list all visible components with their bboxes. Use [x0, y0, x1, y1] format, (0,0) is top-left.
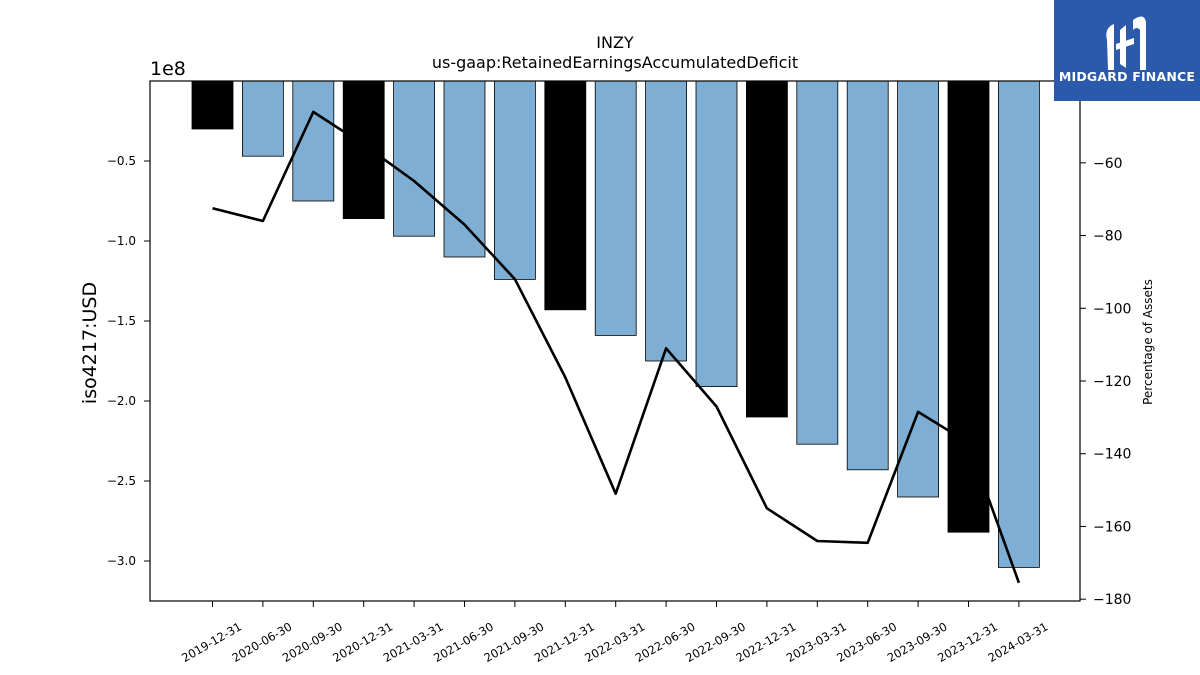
logo-mark-icon	[1106, 16, 1146, 71]
logo: MIDGARD FINANCE	[1054, 0, 1200, 101]
bar-2021-12-31	[544, 80, 587, 311]
y2-tick-label: −140	[1093, 447, 1131, 463]
y2-tick-label: −100	[1093, 301, 1131, 317]
y2-axis-label: Percentage of Assets	[1141, 279, 1155, 405]
bars-layer	[191, 80, 1040, 568]
bar-2022-06-30	[645, 80, 687, 362]
y-tick-label: −2.0	[107, 394, 136, 408]
chart-title: INZY	[596, 33, 634, 52]
y2-tick-label: −160	[1093, 519, 1131, 535]
y-tick-label: −2.5	[107, 474, 136, 488]
bar-2020-12-31	[342, 80, 385, 220]
bar-2022-12-31	[746, 80, 788, 418]
y-tick-label: −1.5	[107, 314, 136, 328]
percentage-line	[212, 110, 1021, 584]
bar-2021-03-31	[393, 80, 436, 237]
y-offset-label: 1e8	[150, 58, 186, 80]
chart-subtitle: us-gaap:RetainedEarningsAccumulatedDefic…	[432, 53, 798, 72]
bar-2022-09-30	[695, 80, 738, 388]
y-tick-label: −3.0	[107, 554, 136, 568]
bar-2023-06-30	[846, 80, 889, 471]
bar-2020-06-30	[241, 80, 284, 157]
plot-frame	[149, 80, 1081, 602]
y2-tick-label: −180	[1093, 592, 1131, 608]
bar-2023-03-31	[796, 80, 839, 445]
bar-2024-03-31	[998, 80, 1040, 568]
bar-2021-06-30	[443, 80, 486, 258]
y2-tick-label: −60	[1093, 156, 1123, 172]
bar-2022-03-31	[594, 80, 637, 336]
bar-2023-12-31	[947, 80, 990, 533]
bar-2023-09-30	[897, 80, 939, 498]
logo-text: MIDGARD FINANCE	[1058, 69, 1196, 84]
y-tick-label: −1.0	[107, 234, 136, 248]
y-tick-label: −0.5	[107, 154, 136, 168]
bar-2021-09-30	[493, 80, 536, 280]
y2-tick-label: −120	[1093, 374, 1131, 390]
bar-2019-12-31	[191, 80, 234, 130]
y-axis-label: iso4217:USD	[79, 282, 101, 404]
line-layer	[212, 110, 1021, 584]
y2-tick-label: −80	[1093, 229, 1123, 245]
